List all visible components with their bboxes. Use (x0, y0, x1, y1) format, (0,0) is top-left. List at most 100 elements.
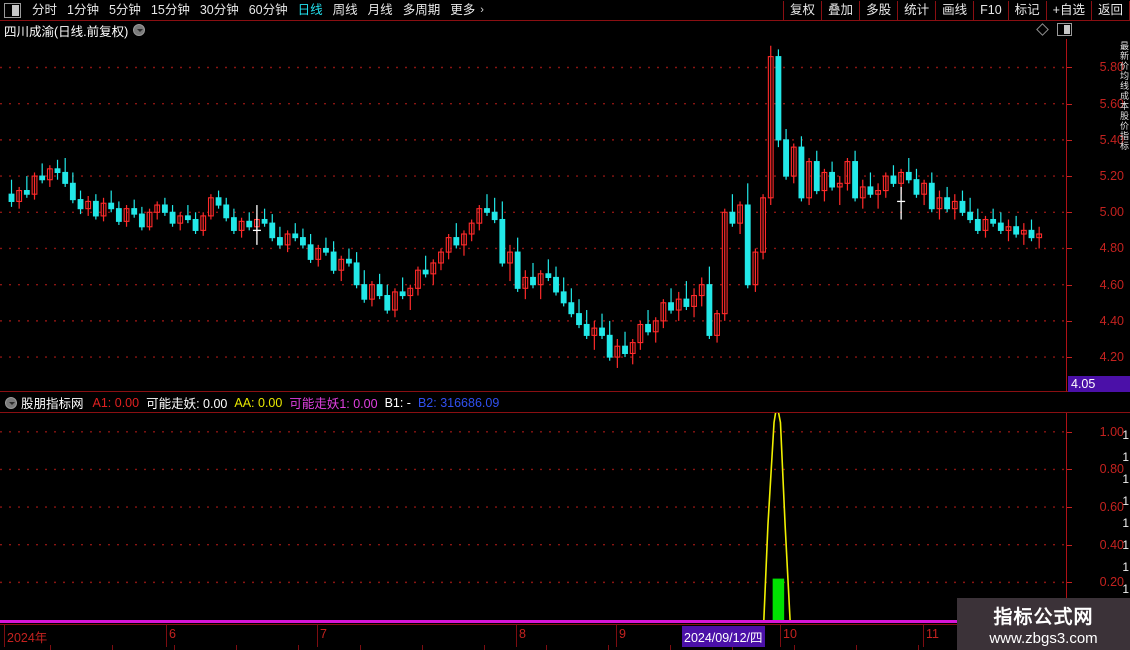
indicator-tick-mark (1067, 469, 1072, 471)
candle (829, 161, 836, 191)
indicator-side-number: 1 (1122, 428, 1129, 442)
chevron-down-circle-icon[interactable] (133, 24, 146, 36)
period-9[interactable]: 月线 (367, 2, 393, 17)
price-tick-label: 4.20 (1099, 350, 1124, 365)
date-minor-tick (546, 645, 547, 650)
candle (967, 197, 974, 224)
candle (568, 288, 575, 318)
candle (660, 299, 667, 329)
panel-split-icon[interactable] (4, 2, 21, 18)
candle (798, 136, 805, 202)
price-tick-mark (1067, 139, 1072, 141)
candle (944, 186, 951, 213)
candle (39, 163, 46, 184)
toolbar-button-8[interactable]: +自选 (1045, 0, 1091, 21)
toolbar-button-1[interactable]: 复权 (783, 0, 821, 21)
indicator-tick-label: 0.20 (1099, 575, 1124, 590)
period-10[interactable]: 多周期 (402, 2, 441, 17)
chevron-right-icon[interactable]: › (480, 4, 484, 16)
toolbar-button-9[interactable]: 返回 (1090, 0, 1130, 21)
toolbar-button-2[interactable]: 叠加 (821, 0, 859, 21)
candle (790, 143, 797, 184)
stock-title-row: 四川成渝(日线.前复权) (0, 21, 1130, 39)
candle (990, 208, 997, 227)
candle (806, 157, 813, 206)
candle (69, 172, 76, 204)
candle (100, 197, 107, 222)
toolbar-right-buttons: 复权 叠加 多股 统计 画线 F10 标记 +自选 返回 (783, 0, 1130, 21)
toolbar-button-6[interactable]: F10 (973, 0, 1008, 21)
period-2[interactable]: 1分钟 (67, 2, 99, 17)
date-minor-tick (732, 645, 733, 650)
candle (752, 248, 759, 292)
candle (115, 201, 122, 225)
indicator-side-number: 1 (1122, 516, 1129, 530)
candlestick-plot (0, 45, 1066, 368)
date-label: 2024年 (7, 631, 48, 645)
price-tick-mark (1067, 212, 1072, 214)
indicator-side-number: 1 (1122, 538, 1129, 552)
candle (652, 317, 659, 343)
period-1[interactable]: 分时 (32, 2, 58, 17)
panel-split-icon[interactable] (1057, 23, 1072, 36)
candle (430, 259, 437, 285)
date-label: 8 (519, 627, 526, 641)
candle (415, 266, 421, 296)
candle (392, 288, 398, 318)
candle (1013, 215, 1020, 238)
period-7[interactable]: 日线 (297, 2, 323, 17)
date-tick-mark (4, 625, 5, 647)
toolbar-button-3[interactable]: 多股 (859, 0, 897, 21)
candle (307, 234, 314, 263)
period-6[interactable]: 60分钟 (248, 2, 288, 17)
candle (376, 273, 383, 300)
magenta-separator-line (0, 620, 1066, 623)
price-tick-label: 5.40 (1099, 132, 1124, 147)
period-8[interactable]: 周线 (332, 2, 358, 17)
candle (522, 270, 529, 300)
indicator-name-label[interactable]: 股朋指标网 (21, 397, 84, 411)
price-tick-label: 4.40 (1099, 313, 1124, 328)
candle (836, 176, 843, 206)
price-tick-mark (1067, 103, 1072, 105)
toolbar-button-7[interactable]: 标记 (1007, 0, 1046, 21)
price-tick-label: 5.60 (1099, 96, 1124, 111)
period-4[interactable]: 15分钟 (150, 2, 190, 17)
candle (1036, 226, 1043, 249)
candle (184, 205, 191, 224)
price-tick-mark (1067, 284, 1072, 286)
candle (913, 168, 920, 198)
candle (353, 252, 360, 289)
price-tick-mark (1067, 357, 1072, 359)
top-toolbar: 分时 1分钟 5分钟 15分钟 30分钟 60分钟 日线 周线 月线 多周期 更多 › 复权 叠加 多股… (0, 0, 1130, 21)
candle (207, 194, 214, 220)
toolbar-button-4[interactable]: 统计 (897, 0, 935, 21)
indicator-token-4: 可能走妖1: 0.00 (289, 397, 378, 411)
candle (959, 190, 966, 216)
toolbar-button-5[interactable]: 画线 (935, 0, 973, 21)
candle (637, 320, 644, 350)
price-tick-label: 5.20 (1099, 169, 1124, 184)
candle (484, 194, 490, 216)
candle (599, 313, 605, 339)
price-tick-mark (1067, 176, 1072, 178)
candle (8, 179, 15, 207)
candle (706, 266, 713, 339)
indicator-chart-pane[interactable] (0, 413, 1066, 620)
period-5[interactable]: 30分钟 (199, 2, 239, 17)
candle (499, 201, 506, 267)
diamond-icon[interactable] (1036, 23, 1049, 36)
indicator-side-number: 1 (1122, 450, 1129, 464)
period-11[interactable]: 更多 (450, 2, 476, 17)
indicator-side-number: 1 (1122, 472, 1129, 486)
candle (675, 291, 682, 321)
price-chart-pane[interactable] (0, 39, 1066, 392)
period-3[interactable]: 5分钟 (108, 2, 141, 17)
chevron-down-circle-icon[interactable] (5, 396, 17, 409)
candle (169, 205, 176, 227)
candle (821, 168, 828, 202)
date-minor-tick (484, 645, 485, 650)
candle (292, 223, 299, 242)
candle (77, 190, 84, 215)
candle (721, 208, 728, 321)
